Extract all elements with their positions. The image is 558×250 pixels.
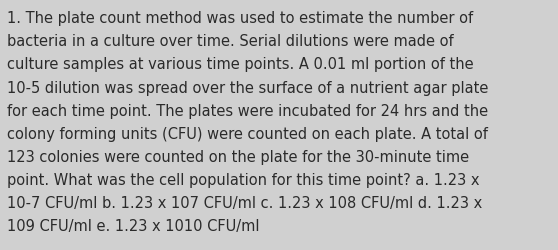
Text: culture samples at various time points. A 0.01 ml portion of the: culture samples at various time points. … (7, 57, 473, 72)
Text: 1. The plate count method was used to estimate the number of: 1. The plate count method was used to es… (7, 11, 473, 26)
Text: 10-5 dilution was spread over the surface of a nutrient agar plate: 10-5 dilution was spread over the surfac… (7, 80, 488, 95)
Text: colony forming units (CFU) were counted on each plate. A total of: colony forming units (CFU) were counted … (7, 126, 488, 141)
Text: for each time point. The plates were incubated for 24 hrs and the: for each time point. The plates were inc… (7, 103, 488, 118)
Text: 10-7 CFU/ml b. 1.23 x 107 CFU/ml c. 1.23 x 108 CFU/ml d. 1.23 x: 10-7 CFU/ml b. 1.23 x 107 CFU/ml c. 1.23… (7, 195, 482, 210)
Text: 109 CFU/ml e. 1.23 x 1010 CFU/ml: 109 CFU/ml e. 1.23 x 1010 CFU/ml (7, 218, 259, 233)
Text: bacteria in a culture over time. Serial dilutions were made of: bacteria in a culture over time. Serial … (7, 34, 453, 49)
Text: 123 colonies were counted on the plate for the 30-minute time: 123 colonies were counted on the plate f… (7, 149, 469, 164)
Text: point. What was the cell population for this time point? a. 1.23 x: point. What was the cell population for … (7, 172, 479, 187)
